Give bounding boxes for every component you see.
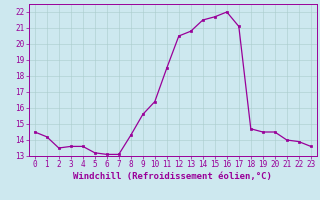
X-axis label: Windchill (Refroidissement éolien,°C): Windchill (Refroidissement éolien,°C) [73, 172, 272, 181]
